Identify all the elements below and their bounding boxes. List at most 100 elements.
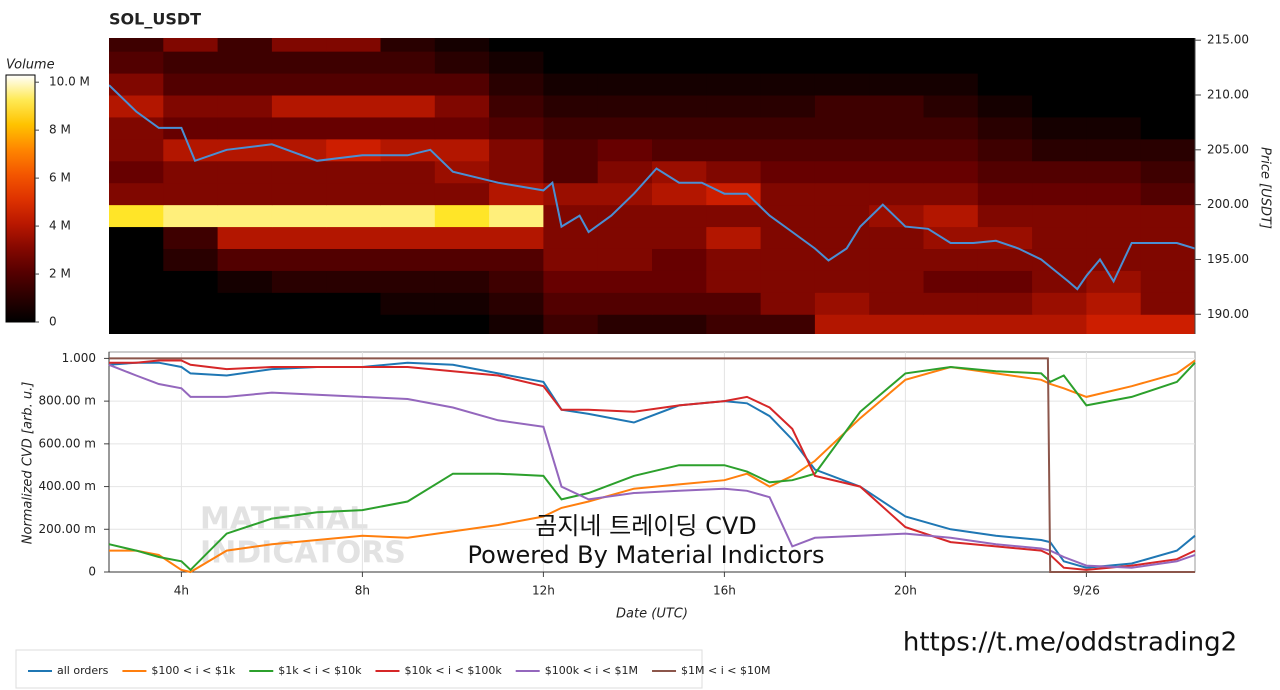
heatmap-cell [760, 314, 816, 334]
y-tick-label: 200.00 [1207, 197, 1249, 211]
heatmap-cell [380, 95, 436, 118]
heatmap-cell [597, 51, 653, 74]
heatmap-cell [109, 204, 164, 228]
heatmap-cell [489, 51, 544, 74]
heatmap-cell [923, 116, 979, 140]
heatmap-cell [326, 270, 381, 293]
heatmap-cell [1086, 51, 1142, 74]
heatmap-cell [434, 51, 490, 74]
heatmap-cell [163, 116, 219, 140]
heatmap-cell [869, 160, 924, 184]
heatmap-cell [380, 116, 436, 140]
heatmap-cell [489, 160, 544, 184]
heatmap-cells [109, 38, 1195, 334]
heatmap-cell [434, 292, 490, 315]
heatmap-cell [489, 73, 544, 96]
heatmap-cell [543, 51, 599, 74]
heatmap-cell [706, 204, 762, 228]
heatmap-cell [217, 270, 273, 293]
heatmap-cell [706, 160, 762, 184]
heatmap-cell [760, 95, 816, 118]
y-tick-label: 1.000 [62, 351, 96, 365]
heatmap-cell [923, 270, 979, 293]
heatmap-cell [869, 138, 924, 162]
link-text: https://t.me/oddstrading2 [903, 628, 1237, 658]
legend-label: all orders [57, 664, 109, 677]
heatmap-cell [1086, 38, 1142, 52]
heatmap-cell [109, 138, 164, 162]
heatmap-cell [489, 270, 544, 293]
heatmap-cell [652, 314, 707, 334]
heatmap-cell [217, 182, 273, 206]
heatmap-cell [814, 292, 870, 315]
heatmap-cell [489, 138, 544, 162]
heatmap-cell [109, 95, 164, 118]
heatmap-cell [760, 138, 816, 162]
heatmap-cell [1140, 182, 1195, 206]
heatmap-cell [1140, 51, 1195, 74]
heatmap-cell [380, 73, 436, 96]
heatmap-cell [760, 116, 816, 140]
x-tick-label: 12h [532, 584, 555, 598]
heatmap-cell [923, 314, 979, 334]
heatmap-cell [760, 73, 816, 96]
heatmap-cell [923, 204, 979, 228]
y-tick-label: 200.00 m [39, 522, 97, 536]
heatmap-cell [380, 182, 436, 206]
heatmap-cell [109, 38, 164, 52]
heatmap-cell [543, 160, 599, 184]
x-axis-label: Date (UTC) [616, 607, 688, 622]
y-axis-label: Normalized CVD [arb. u.] [21, 382, 36, 545]
heatmap-cell [326, 160, 381, 184]
heatmap-cell [1032, 95, 1087, 118]
heatmap-cell [271, 51, 327, 74]
heatmap-cell [326, 292, 381, 315]
heatmap-cell [652, 248, 707, 271]
overlay-text: 곰지네 트레이딩 CVD [535, 512, 756, 540]
heatmap-cell [543, 226, 599, 249]
heatmap-cell [434, 73, 490, 96]
heatmap-cell [543, 248, 599, 271]
heatmap-cell [543, 116, 599, 140]
y-tick-label: 190.00 [1207, 307, 1249, 321]
heatmap-cell [434, 138, 490, 162]
heatmap-cell [977, 160, 1033, 184]
heatmap-cell [706, 138, 762, 162]
heatmap-cell [814, 226, 870, 249]
heatmap-cell [652, 226, 707, 249]
heatmap-cell [923, 95, 979, 118]
heatmap-cell [1032, 204, 1087, 228]
heatmap-cell [163, 182, 219, 206]
heatmap-cell [217, 226, 273, 249]
heatmap-cell [597, 116, 653, 140]
y-tick-label: 800.00 m [39, 394, 97, 408]
heatmap-cell [380, 292, 436, 315]
heatmap-cell [706, 314, 762, 334]
price-line [109, 84, 1195, 291]
heatmap-cell [1086, 95, 1142, 118]
heatmap-cell [163, 314, 219, 334]
heatmap-cell [326, 116, 381, 140]
heatmap-cell [652, 116, 707, 140]
cvd-line [109, 359, 1196, 571]
heatmap-cell [1032, 182, 1087, 206]
heatmap-cell [489, 95, 544, 118]
heatmap-cell [109, 116, 164, 140]
y-tick-label: 0 [88, 565, 96, 579]
heatmap-cell [814, 73, 870, 96]
heatmap-cell [977, 182, 1033, 206]
heatmap-cell [1086, 73, 1142, 96]
heatmap-cell [489, 314, 544, 334]
heatmap-cell [760, 248, 816, 271]
colorbar-tick-label: 10.0 M [49, 75, 90, 89]
heatmap-cell [597, 226, 653, 249]
heatmap-cell [163, 248, 219, 271]
heatmap-cell [869, 95, 924, 118]
heatmap-cell [977, 292, 1033, 315]
heatmap-cell [652, 73, 707, 96]
y-tick-label: 400.00 m [39, 479, 97, 493]
heatmap-cell [706, 226, 762, 249]
heatmap-cell [380, 248, 436, 271]
heatmap-cell [977, 248, 1033, 271]
heatmap-cell [434, 248, 490, 271]
